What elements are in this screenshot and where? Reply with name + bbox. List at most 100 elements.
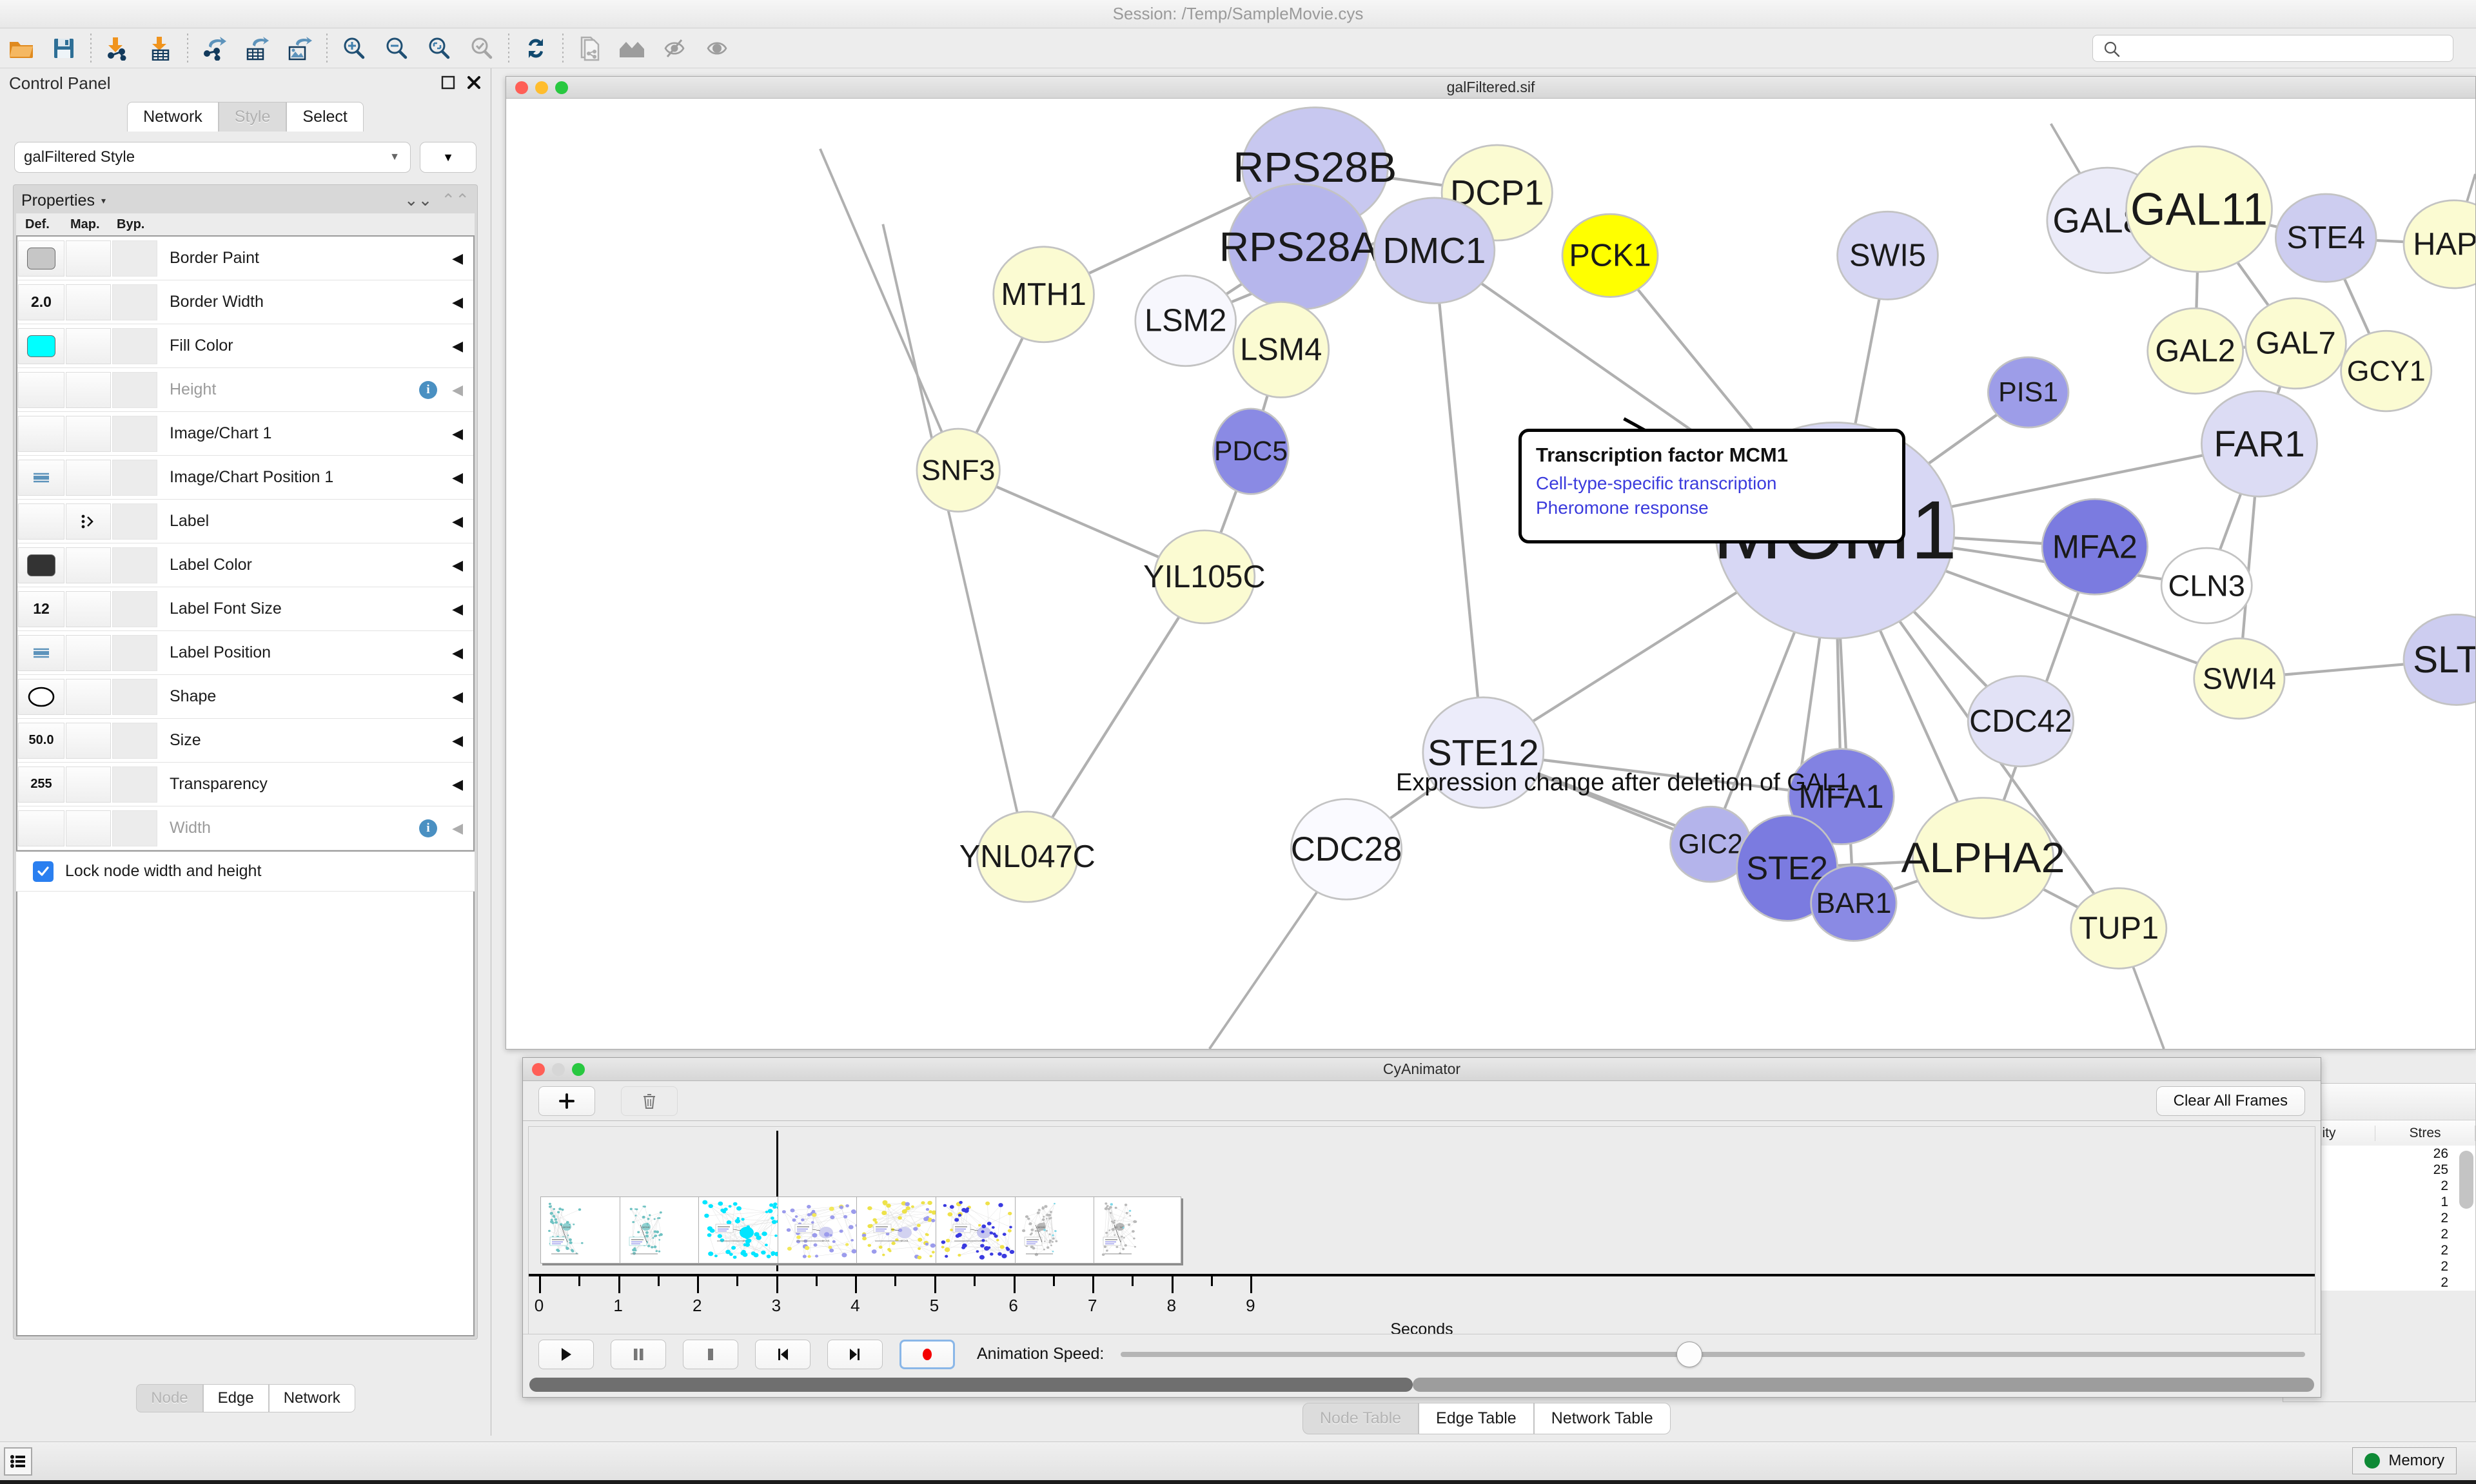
property-bypass-cell[interactable] <box>112 240 157 277</box>
network-node[interactable]: MFA1 <box>1787 748 1895 845</box>
network-node[interactable]: BAR1 <box>1810 864 1898 942</box>
expand-property-arrow[interactable]: ◀ <box>452 293 463 310</box>
properties-menu-icon[interactable]: ▾ <box>101 195 106 206</box>
timeline-frame-thumbnail[interactable]: MCM1 <box>619 1196 707 1264</box>
timeline-frame-thumbnail[interactable]: MCM1 <box>540 1196 628 1264</box>
network-node[interactable]: GAL11 <box>2125 145 2273 273</box>
import-network-icon[interactable] <box>97 28 139 68</box>
property-mapping-cell[interactable] <box>66 678 111 715</box>
fit-network-icon[interactable] <box>418 28 460 68</box>
property-default-cell[interactable] <box>18 547 64 583</box>
search-input[interactable] <box>2092 35 2453 62</box>
network-edge[interactable] <box>881 224 1029 857</box>
property-mapping-cell[interactable] <box>66 722 111 759</box>
style-dropdown[interactable]: galFiltered Style ▼ <box>14 142 411 173</box>
property-default-cell[interactable]: 2.0 <box>18 284 64 320</box>
new-network-icon[interactable] <box>569 28 611 68</box>
export-network-icon[interactable] <box>193 28 236 68</box>
network-node[interactable]: MTH1 <box>992 246 1095 344</box>
network-node[interactable]: YIL105C <box>1143 529 1266 625</box>
property-default-cell[interactable]: 50.0 <box>18 722 64 759</box>
network-node[interactable]: SWI4 <box>2193 637 2286 720</box>
tab-network[interactable]: Network <box>127 102 219 132</box>
network-node[interactable]: PCK1 <box>1561 213 1659 298</box>
network-edge[interactable] <box>819 148 959 471</box>
maximize-window-button[interactable] <box>555 81 568 94</box>
network-node[interactable]: SWI5 <box>1836 210 1939 300</box>
record-button[interactable] <box>899 1339 955 1369</box>
zoom-in-icon[interactable] <box>333 28 375 68</box>
skip-forward-button[interactable] <box>827 1339 883 1369</box>
table-row[interactable]: 2 <box>2441 1274 2448 1290</box>
expand-property-arrow[interactable]: ◀ <box>452 513 463 529</box>
network-node[interactable]: DMC1 <box>1373 197 1496 304</box>
property-bypass-cell[interactable] <box>112 371 157 408</box>
network-node[interactable]: ALPHA2 <box>1901 797 2065 919</box>
property-row[interactable]: 255 Transparency ◀ <box>17 763 473 806</box>
tab-edge-table[interactable]: Edge Table <box>1419 1403 1534 1434</box>
tab-edge[interactable]: Edge <box>202 1384 269 1412</box>
property-mapping-cell[interactable] <box>66 591 111 627</box>
network-node[interactable]: GAL2 <box>2147 307 2245 395</box>
table-row[interactable]: 26 <box>2433 1146 2448 1161</box>
expand-property-arrow[interactable]: ◀ <box>452 381 463 398</box>
property-bypass-cell[interactable] <box>112 327 157 364</box>
play-button[interactable] <box>538 1339 594 1369</box>
apply-layout-icon[interactable] <box>515 28 557 68</box>
property-bypass-cell[interactable] <box>112 503 157 540</box>
slider-thumb[interactable] <box>1676 1341 1702 1367</box>
property-mapping-cell[interactable] <box>66 503 111 540</box>
table-row[interactable]: 25 <box>2433 1162 2448 1177</box>
property-mapping-cell[interactable] <box>66 810 111 846</box>
scrollbar-thumb[interactable] <box>2459 1151 2473 1209</box>
network-node[interactable]: SLT2 <box>2402 613 2475 706</box>
expand-property-arrow[interactable]: ◀ <box>452 469 463 485</box>
network-node[interactable]: CDC42 <box>1967 675 2075 768</box>
property-row[interactable]: Height i ◀ <box>17 368 473 412</box>
tab-select[interactable]: Select <box>286 102 364 132</box>
network-node[interactable]: TUP1 <box>2070 887 2168 970</box>
info-icon[interactable]: i <box>419 380 437 399</box>
maximize-cyanimator-button[interactable] <box>572 1062 585 1076</box>
property-default-cell[interactable] <box>18 371 64 408</box>
timeline-frame-thumbnail[interactable]: MCM1 <box>936 1196 1023 1264</box>
pause-button[interactable] <box>611 1339 666 1369</box>
timeline-frame-thumbnail[interactable]: MCM1 <box>698 1196 787 1264</box>
table-row[interactable]: 2 <box>2441 1258 2448 1274</box>
property-bypass-cell[interactable] <box>112 810 157 846</box>
property-bypass-cell[interactable] <box>112 722 157 759</box>
property-default-cell[interactable]: 255 <box>18 766 64 803</box>
property-row[interactable]: Image/Chart Position 1 ◀ <box>17 456 473 500</box>
property-row[interactable]: Shape ◀ <box>17 675 473 719</box>
add-frame-button[interactable] <box>538 1086 595 1116</box>
open-folder-icon[interactable] <box>0 28 43 68</box>
network-node[interactable]: MFA2 <box>2041 498 2149 596</box>
import-table-icon[interactable] <box>139 28 182 68</box>
table-row[interactable]: 2 <box>2441 1226 2448 1242</box>
info-icon[interactable]: i <box>419 819 437 837</box>
expand-property-arrow[interactable]: ◀ <box>452 249 463 266</box>
property-mapping-cell[interactable] <box>66 766 111 803</box>
property-bypass-cell[interactable] <box>112 415 157 452</box>
expand-property-arrow[interactable]: ◀ <box>452 776 463 792</box>
property-default-cell[interactable] <box>18 415 64 452</box>
property-mapping-cell[interactable] <box>66 634 111 671</box>
clear-all-frames-button[interactable]: Clear All Frames <box>2156 1086 2305 1116</box>
property-bypass-cell[interactable] <box>112 284 157 320</box>
property-default-cell[interactable]: 12 <box>18 591 64 627</box>
property-row[interactable]: 2.0 Border Width ◀ <box>17 280 473 324</box>
column-header-centrality[interactable]: ity <box>2283 1125 2376 1141</box>
node-table-scrollbar[interactable] <box>2459 1151 2473 1396</box>
property-row[interactable]: 50.0 Size ◀ <box>17 719 473 763</box>
house-icon[interactable] <box>611 28 654 68</box>
network-node[interactable]: STE4 <box>2274 193 2377 283</box>
network-node[interactable]: GCY1 <box>2340 329 2433 413</box>
chevron-double-up-icon[interactable]: ⌃⌃ <box>441 190 469 210</box>
expand-property-arrow[interactable]: ◀ <box>452 600 463 617</box>
tab-style[interactable]: Style <box>218 102 287 132</box>
property-row[interactable]: Border Paint ◀ <box>17 237 473 280</box>
table-row[interactable]: 1 <box>2441 1194 2448 1209</box>
property-default-cell[interactable] <box>18 459 64 496</box>
timeline-frame-thumbnail[interactable]: MCM1 <box>856 1196 945 1264</box>
property-bypass-cell[interactable] <box>112 766 157 803</box>
